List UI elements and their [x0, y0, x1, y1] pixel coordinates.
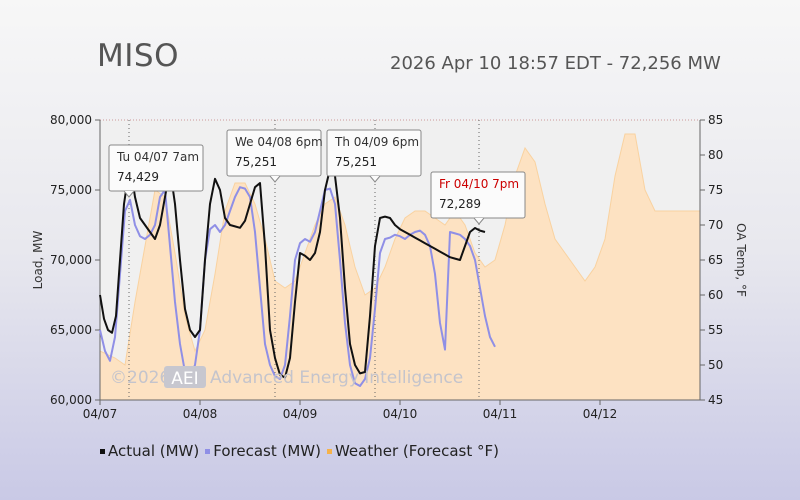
y2-tick-label-1: 50: [708, 358, 723, 372]
forecast-series-line: [99, 186, 496, 387]
y-axis-label: Load, MW: [31, 231, 45, 290]
x-tick-label-3: 04/10: [383, 407, 418, 421]
y2-tick-label-8: 85: [708, 113, 723, 127]
y-tick-label-1: 65,000: [50, 323, 92, 337]
page-title: MISO: [97, 38, 179, 74]
y2-axis-label: OA Temp, °F: [734, 223, 748, 297]
legend-swatch-actual: [100, 448, 105, 454]
legend-label-actual: Actual (MW): [108, 442, 200, 460]
tooltip-label-2: Th 04/09 6pm: [334, 135, 419, 149]
watermark-logo: AEI: [171, 369, 198, 389]
legend-item-weather[interactable]: Weather (Forecast °F): [326, 442, 499, 460]
tooltip-value-2: 75,251: [335, 155, 377, 169]
y2-tick-label-5: 70: [708, 218, 723, 232]
tooltip-pointer-3: [473, 217, 485, 225]
tooltip-box-0: [108, 144, 204, 192]
tooltip-pointer-1: [269, 175, 281, 183]
tooltip-value-0: 74,429: [117, 170, 159, 184]
x-tick-label-1: 04/08: [183, 407, 218, 421]
y2-tick-label-3: 60: [708, 288, 723, 302]
watermark-company: Advanced Energy Intelligence: [210, 368, 463, 388]
tooltip-label-3: Fr 04/10 7pm: [439, 177, 519, 191]
chart-legend: Actual (MW) Forecast (MW) Weather (Forec…: [100, 442, 499, 460]
tooltip-label-1: We 04/08 6pm: [235, 135, 323, 149]
tooltip-label-0: Tu 04/07 7am: [116, 150, 199, 164]
tooltip-pointer-0: [123, 190, 135, 198]
actual-series-line: [99, 162, 486, 379]
y2-tick-label-7: 80: [708, 148, 723, 162]
y2-tick-label-0: 45: [708, 393, 723, 407]
y-tick-label-4: 80,000: [50, 113, 92, 127]
y2-tick-label-4: 65: [708, 253, 723, 267]
timestamp-load-readout: 2026 Apr 10 18:57 EDT - 72,256 MW: [390, 53, 721, 74]
x-tick-label-0: 04/07: [83, 407, 118, 421]
y2-tick-label-6: 75: [708, 183, 723, 197]
legend-item-forecast[interactable]: Forecast (MW): [205, 442, 321, 460]
x-tick-label-5: 04/12: [583, 407, 618, 421]
x-tick-label-2: 04/09: [283, 407, 318, 421]
y-tick-label-0: 60,000: [50, 393, 92, 407]
x-tick-label-4: 04/11: [483, 407, 518, 421]
legend-swatch-weather: [326, 448, 332, 454]
tooltip-value-3: 72,289: [439, 197, 481, 211]
tooltip-pointer-2: [369, 175, 381, 183]
legend-label-weather: Weather (Forecast °F): [334, 442, 499, 460]
y-tick-label-2: 70,000: [50, 253, 92, 267]
aei-logo-box: [164, 366, 206, 388]
y-tick-label-3: 75,000: [50, 183, 92, 197]
legend-item-actual[interactable]: Actual (MW): [100, 442, 199, 460]
tooltip-value-1: 75,251: [235, 155, 277, 169]
legend-label-forecast: Forecast (MW): [213, 442, 321, 460]
y2-tick-label-2: 55: [708, 323, 723, 337]
watermark-year: ©2026: [110, 368, 170, 388]
legend-swatch-forecast: [205, 448, 211, 454]
